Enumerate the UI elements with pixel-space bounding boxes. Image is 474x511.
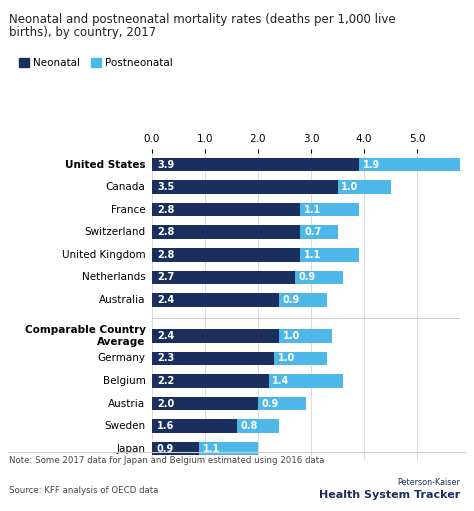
- Bar: [337, 180, 391, 194]
- Text: United States: United States: [65, 159, 146, 170]
- Bar: [200, 442, 258, 455]
- Text: 2.4: 2.4: [157, 295, 174, 305]
- Text: 0.9: 0.9: [262, 399, 279, 408]
- Bar: [152, 248, 301, 262]
- Text: Germany: Germany: [98, 354, 146, 363]
- Text: Switzerland: Switzerland: [84, 227, 146, 237]
- Bar: [279, 329, 332, 343]
- Text: 2.8: 2.8: [157, 205, 174, 215]
- Text: 2.0: 2.0: [157, 399, 174, 408]
- Text: Sweden: Sweden: [104, 421, 146, 431]
- Text: Note: Some 2017 data for Japan and Belgium estimated using 2016 data: Note: Some 2017 data for Japan and Belgi…: [9, 456, 325, 465]
- Text: 0.9: 0.9: [299, 272, 316, 282]
- Bar: [301, 225, 337, 239]
- Text: 1.1: 1.1: [304, 205, 321, 215]
- Bar: [152, 397, 258, 410]
- Text: Austria: Austria: [109, 399, 146, 408]
- Bar: [279, 293, 327, 307]
- Text: 2.3: 2.3: [157, 354, 174, 363]
- Text: 3.5: 3.5: [157, 182, 174, 192]
- Bar: [152, 329, 279, 343]
- Text: 1.0: 1.0: [278, 354, 295, 363]
- Text: Japan: Japan: [117, 444, 146, 454]
- Bar: [269, 374, 343, 388]
- Text: 2.2: 2.2: [157, 376, 174, 386]
- Text: 1.6: 1.6: [157, 421, 174, 431]
- Bar: [152, 203, 301, 217]
- Text: 0.9: 0.9: [283, 295, 300, 305]
- Text: Source: KFF analysis of OECD data: Source: KFF analysis of OECD data: [9, 486, 159, 496]
- Text: 1.1: 1.1: [203, 444, 220, 454]
- Bar: [301, 248, 359, 262]
- Text: 1.9: 1.9: [363, 159, 380, 170]
- Text: Comparable Country
Average: Comparable Country Average: [25, 325, 146, 346]
- Text: 0.8: 0.8: [240, 421, 258, 431]
- Bar: [301, 203, 359, 217]
- Bar: [274, 352, 327, 365]
- Bar: [237, 420, 279, 433]
- Text: Neonatal and postneonatal mortality rates (deaths per 1,000 live: Neonatal and postneonatal mortality rate…: [9, 13, 396, 26]
- Text: 1.0: 1.0: [283, 331, 300, 341]
- Text: 3.9: 3.9: [157, 159, 174, 170]
- Bar: [152, 225, 301, 239]
- Bar: [152, 352, 274, 365]
- Text: Belgium: Belgium: [103, 376, 146, 386]
- Text: Peterson-Kaiser: Peterson-Kaiser: [397, 478, 460, 487]
- Text: France: France: [111, 205, 146, 215]
- Text: 0.9: 0.9: [157, 444, 174, 454]
- Text: Netherlands: Netherlands: [82, 272, 146, 282]
- Text: 2.4: 2.4: [157, 331, 174, 341]
- Bar: [152, 293, 279, 307]
- Bar: [152, 420, 237, 433]
- Text: 0.7: 0.7: [304, 227, 321, 237]
- Text: Canada: Canada: [106, 182, 146, 192]
- Bar: [152, 180, 337, 194]
- Bar: [152, 158, 359, 171]
- Text: 1.1: 1.1: [304, 250, 321, 260]
- Bar: [152, 442, 200, 455]
- Text: 2.8: 2.8: [157, 227, 174, 237]
- Text: United Kingdom: United Kingdom: [62, 250, 146, 260]
- Text: 1.4: 1.4: [272, 376, 290, 386]
- Text: 2.7: 2.7: [157, 272, 174, 282]
- Bar: [295, 270, 343, 284]
- Text: Australia: Australia: [99, 295, 146, 305]
- Text: 2.8: 2.8: [157, 250, 174, 260]
- Legend: Neonatal, Postneonatal: Neonatal, Postneonatal: [15, 54, 177, 72]
- Bar: [258, 397, 306, 410]
- Bar: [152, 270, 295, 284]
- Bar: [152, 374, 269, 388]
- Text: Health System Tracker: Health System Tracker: [319, 490, 460, 500]
- Text: 1.0: 1.0: [341, 182, 358, 192]
- Text: births), by country, 2017: births), by country, 2017: [9, 26, 157, 38]
- Bar: [359, 158, 460, 171]
